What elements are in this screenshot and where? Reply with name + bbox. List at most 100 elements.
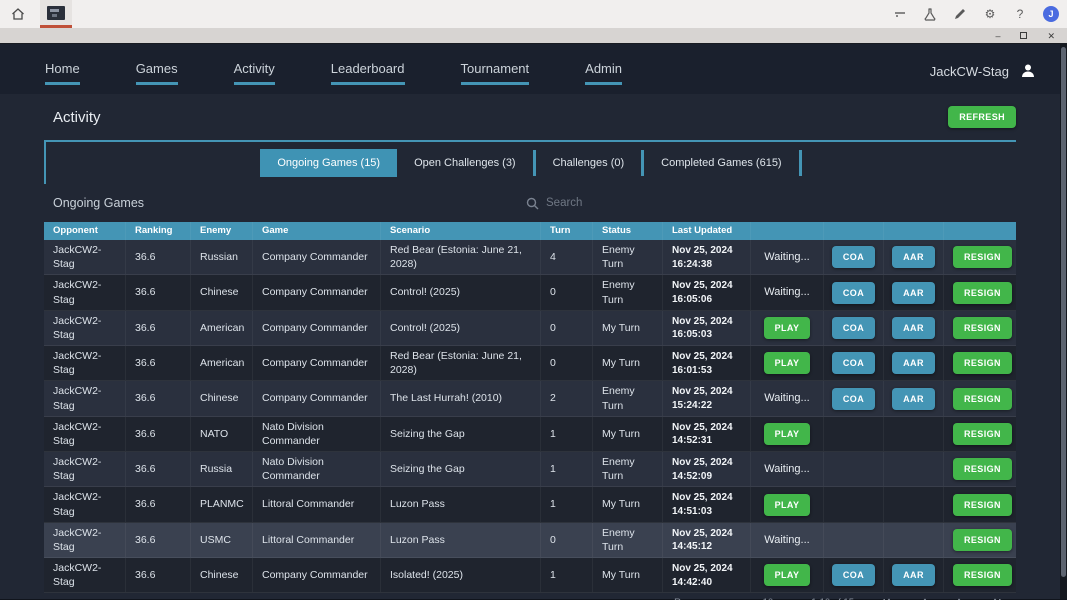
flask-icon[interactable] (923, 7, 937, 21)
close-button[interactable]: ✕ (1047, 31, 1055, 41)
dash-icon[interactable] (893, 7, 907, 21)
table-row: JackCW2-Stag36.6ChineseCompany Commander… (44, 558, 1016, 593)
table-body: JackCW2-Stag36.6RussianCompany Commander… (44, 240, 1016, 593)
turn-cell: 1 (541, 452, 593, 486)
coa-cell: COA (824, 240, 884, 274)
help-icon[interactable]: ? (1013, 7, 1027, 21)
coa-button[interactable]: COA (832, 317, 875, 339)
aar-button[interactable]: AAR (892, 282, 935, 304)
opponent-cell: JackCW2-Stag (44, 346, 126, 380)
status-cell: Enemy Turn (593, 240, 663, 274)
game-cell: Nato Division Commander (253, 417, 381, 451)
nav-item-admin[interactable]: Admin (585, 61, 622, 85)
nav-item-leaderboard[interactable]: Leaderboard (331, 61, 405, 85)
resign-button[interactable]: RESIGN (953, 282, 1012, 304)
date-line: Nov 25, 2024 (672, 456, 741, 470)
tab-open-challenges-3[interactable]: Open Challenges (3) (397, 149, 533, 177)
date-line: Nov 25, 2024 (672, 244, 741, 258)
app-tab-thumbnail-icon (47, 6, 65, 20)
ranking-cell: 36.6 (126, 523, 191, 557)
play-button[interactable]: PLAY (764, 423, 811, 445)
column-header-empty (751, 222, 824, 240)
last-updated-cell: Nov 25, 202414:51:03 (663, 487, 751, 521)
last-updated-cell: Nov 25, 202414:42:40 (663, 558, 751, 592)
time-line: 15:24:22 (672, 399, 741, 413)
pencil-icon[interactable] (953, 7, 967, 21)
section-title: Ongoing Games (53, 196, 144, 210)
nav-items: Home Games Activity Leaderboard Tournament Ad… (45, 61, 678, 94)
nav-item-games[interactable]: Games (136, 61, 178, 85)
aar-button[interactable]: AAR (892, 352, 935, 374)
resign-button[interactable]: RESIGN (953, 352, 1012, 374)
waiting-label: Waiting... (764, 391, 809, 406)
minimize-button[interactable]: – (995, 31, 1000, 41)
resign-button[interactable]: RESIGN (953, 423, 1012, 445)
home-icon[interactable] (10, 6, 26, 22)
coa-cell (824, 487, 884, 521)
play-button[interactable]: PLAY (764, 317, 811, 339)
resign-button[interactable]: RESIGN (953, 388, 1012, 410)
game-cell: Nato Division Commander (253, 452, 381, 486)
turn-action-cell: Waiting... (751, 523, 824, 557)
coa-cell (824, 417, 884, 451)
activity-panel: Ongoing Games (15)Open Challenges (3)Cha… (44, 140, 1016, 600)
vertical-scrollbar[interactable] (1060, 44, 1067, 599)
opponent-cell: JackCW2-Stag (44, 558, 126, 592)
search-box[interactable] (526, 197, 696, 210)
game-cell: Company Commander (253, 346, 381, 380)
column-header-empty (884, 222, 944, 240)
last-updated-cell: Nov 25, 202416:01:53 (663, 346, 751, 380)
user-menu[interactable]: JackCW-Stag (930, 62, 1037, 80)
table-row: JackCW2-Stag36.6NATONato Division Comman… (44, 417, 1016, 452)
resign-button[interactable]: RESIGN (953, 317, 1012, 339)
coa-cell (824, 523, 884, 557)
turn-cell: 0 (541, 346, 593, 380)
refresh-button[interactable]: REFRESH (948, 106, 1016, 128)
play-button[interactable]: PLAY (764, 494, 811, 516)
avatar[interactable]: J (1043, 6, 1059, 22)
nav-item-activity[interactable]: Activity (234, 61, 275, 85)
resign-button[interactable]: RESIGN (953, 494, 1012, 516)
coa-button[interactable]: COA (832, 388, 875, 410)
coa-button[interactable]: COA (832, 282, 875, 304)
waiting-label: Waiting... (764, 462, 809, 477)
resign-button[interactable]: RESIGN (953, 529, 1012, 551)
tab-challenges-0[interactable]: Challenges (0) (536, 149, 642, 177)
time-line: 16:05:03 (672, 328, 741, 342)
pagination-bar: Rows per page: 10 1-10 of 15 (44, 593, 1016, 600)
aar-cell: AAR (884, 240, 944, 274)
tab-completed-games-615[interactable]: Completed Games (615) (644, 149, 798, 177)
play-button[interactable]: PLAY (764, 564, 811, 586)
enemy-cell: Chinese (191, 558, 253, 592)
coa-button[interactable]: COA (832, 246, 875, 268)
game-cell: Company Commander (253, 381, 381, 415)
aar-button[interactable]: AAR (892, 317, 935, 339)
resign-button[interactable]: RESIGN (953, 458, 1012, 480)
scrollbar-thumb[interactable] (1061, 47, 1066, 577)
gear-icon[interactable]: ⚙ (983, 7, 997, 21)
opponent-cell: JackCW2-Stag (44, 311, 126, 345)
nav-item-tournament[interactable]: Tournament (461, 61, 530, 85)
status-cell: My Turn (593, 558, 663, 592)
aar-button[interactable]: AAR (892, 564, 935, 586)
waiting-label: Waiting... (764, 533, 809, 548)
app-tab[interactable] (40, 0, 72, 28)
nav-item-home[interactable]: Home (45, 61, 80, 85)
coa-button[interactable]: COA (832, 564, 875, 586)
coa-button[interactable]: COA (832, 352, 875, 374)
enemy-cell: Russia (191, 452, 253, 486)
tab-ongoing-games-15[interactable]: Ongoing Games (15) (260, 149, 397, 177)
last-updated-cell: Nov 25, 202416:24:38 (663, 240, 751, 274)
game-cell: Littoral Commander (253, 523, 381, 557)
play-button[interactable]: PLAY (764, 352, 811, 374)
ranking-cell: 36.6 (126, 487, 191, 521)
search-input[interactable] (546, 197, 696, 209)
turn-cell: 1 (541, 487, 593, 521)
aar-button[interactable]: AAR (892, 246, 935, 268)
column-header-opponent: Opponent (44, 222, 126, 240)
resign-button[interactable]: RESIGN (953, 246, 1012, 268)
coa-cell: COA (824, 381, 884, 415)
aar-button[interactable]: AAR (892, 388, 935, 410)
resign-button[interactable]: RESIGN (953, 564, 1012, 586)
maximize-button[interactable] (1020, 32, 1027, 39)
